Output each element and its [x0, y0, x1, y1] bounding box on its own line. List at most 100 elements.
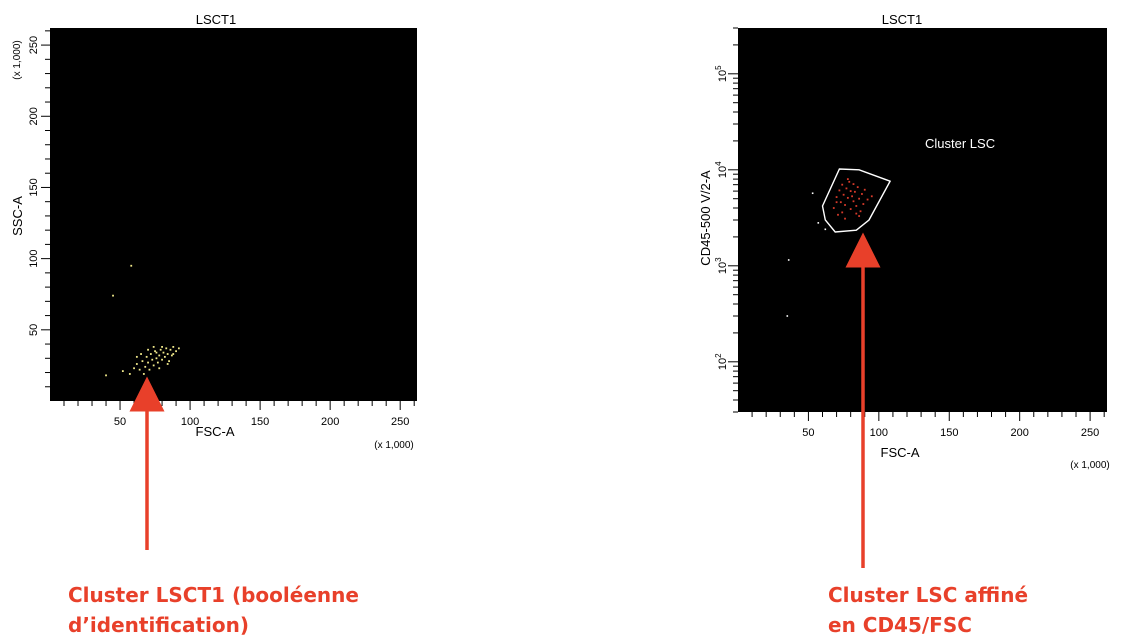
- chart-left-x-ticks: 50 100 150 200 250: [63, 401, 415, 428]
- event-dot-gated: [841, 183, 844, 186]
- chart-left-plot-area: [50, 28, 417, 401]
- event-dot: [170, 354, 173, 357]
- chart-left-y-multiplier: (x 1,000): [12, 40, 23, 79]
- event-dot-gated: [852, 183, 855, 185]
- event-dot-gated: [856, 186, 859, 189]
- x-tick-label: 150: [940, 427, 958, 439]
- chart-right-events: [786, 178, 873, 317]
- event-dot: [165, 347, 168, 350]
- event-dot-gated: [852, 200, 855, 203]
- chart-left-x-label: FSC-A: [196, 424, 235, 439]
- event-dot-gated: [866, 198, 869, 201]
- chart-left-events: [105, 264, 180, 377]
- x-tick-label: 250: [391, 416, 409, 428]
- event-dot-gated: [839, 201, 842, 204]
- event-dot: [142, 373, 145, 375]
- event-dot-gated: [849, 208, 852, 210]
- y-decade-label: 105: [714, 65, 729, 82]
- y-decade-label: 104: [714, 161, 729, 178]
- chart-right-plot-area: [738, 28, 1107, 412]
- event-dot: [149, 353, 152, 355]
- event-dot: [138, 368, 141, 371]
- event-dot: [154, 350, 156, 353]
- x-tick-label: 200: [1010, 427, 1028, 439]
- event-dot: [121, 370, 124, 373]
- event-dot: [133, 367, 135, 370]
- caption-left-line1: Cluster LSCT1 (booléenne: [68, 583, 359, 607]
- y-tick-label: 100: [28, 249, 40, 267]
- event-dot: [145, 355, 148, 358]
- event-dot: [168, 360, 170, 363]
- event-dot-gated: [842, 193, 845, 196]
- event-dot-gated: [855, 205, 858, 207]
- event-dot: [787, 259, 790, 261]
- chart-left: LSCT1 50 100 150 200 250 50 100 150 200 250 FSC-…: [10, 12, 417, 451]
- event-dot-gated: [837, 213, 839, 216]
- caption-right-line1: Cluster LSC affiné: [828, 583, 1029, 607]
- chart-right: LSCT1 50 100 150 200 250 102 103 104 105 Cluste…: [698, 12, 1110, 471]
- event-dot-gated: [835, 201, 838, 204]
- chart-right-x-multiplier: (x 1,000): [1070, 460, 1109, 471]
- event-dot-gated: [870, 195, 873, 198]
- event-dot: [156, 361, 159, 364]
- event-dot: [166, 363, 169, 365]
- chart-left-title: LSCT1: [196, 12, 236, 27]
- event-dot-gated: [859, 210, 862, 213]
- x-tick-label: 250: [1081, 427, 1099, 439]
- event-dot: [161, 358, 163, 361]
- event-dot: [151, 358, 154, 361]
- x-tick-label: 100: [181, 416, 199, 428]
- chart-left-y-ticks: 50 100 150 200 250: [28, 30, 50, 388]
- gate-polygon[interactable]: [821, 168, 892, 233]
- event-dot: [172, 346, 175, 348]
- x-tick-label: 50: [114, 416, 126, 428]
- event-dot-gated: [841, 211, 844, 214]
- event-dot-gated: [863, 188, 866, 191]
- event-dot: [152, 364, 155, 367]
- event-dot-gated: [849, 190, 852, 193]
- event-dot: [786, 315, 789, 317]
- event-dot-gated: [846, 196, 849, 199]
- event-dot: [135, 355, 138, 358]
- event-dot-gated: [838, 189, 841, 192]
- event-dot: [112, 294, 114, 297]
- event-dot: [159, 348, 162, 351]
- caption-left-line2: d’identification): [68, 613, 250, 637]
- event-dot: [177, 347, 180, 350]
- event-dot-gated: [853, 190, 856, 193]
- event-dot: [140, 353, 142, 355]
- y-decade-label: 102: [714, 353, 729, 370]
- event-dot: [152, 346, 155, 348]
- event-dot: [155, 357, 158, 360]
- event-dot-gated: [835, 196, 838, 198]
- y-tick-label: 250: [28, 36, 40, 54]
- event-dot: [162, 351, 165, 354]
- y-tick-label: 200: [28, 107, 40, 125]
- x-tick-label: 50: [802, 427, 814, 439]
- event-dot: [155, 351, 158, 354]
- event-dot-gated: [858, 197, 861, 200]
- event-dot: [824, 228, 827, 231]
- event-dot-gated: [846, 178, 849, 181]
- event-dot: [175, 350, 177, 353]
- event-dot: [161, 346, 163, 348]
- event-dot-gated: [861, 193, 863, 195]
- event-dot: [169, 348, 172, 351]
- event-dot-gated: [832, 207, 835, 209]
- event-dot: [163, 355, 166, 358]
- x-tick-label: 150: [251, 416, 269, 428]
- x-tick-label: 100: [870, 427, 888, 439]
- event-dot: [141, 360, 144, 363]
- chart-left-x-multiplier: (x 1,000): [374, 440, 413, 451]
- x-tick-label: 200: [321, 416, 339, 428]
- event-dot: [817, 222, 820, 224]
- event-dot: [147, 348, 149, 351]
- event-dot-gated: [844, 204, 846, 206]
- y-tick-label: 50: [28, 324, 40, 336]
- event-dot: [158, 367, 161, 370]
- event-dot: [148, 368, 151, 371]
- chart-right-title: LSCT1: [882, 12, 922, 27]
- event-dot: [130, 264, 133, 267]
- y-decade-label: 103: [714, 257, 729, 274]
- event-dot: [166, 353, 169, 355]
